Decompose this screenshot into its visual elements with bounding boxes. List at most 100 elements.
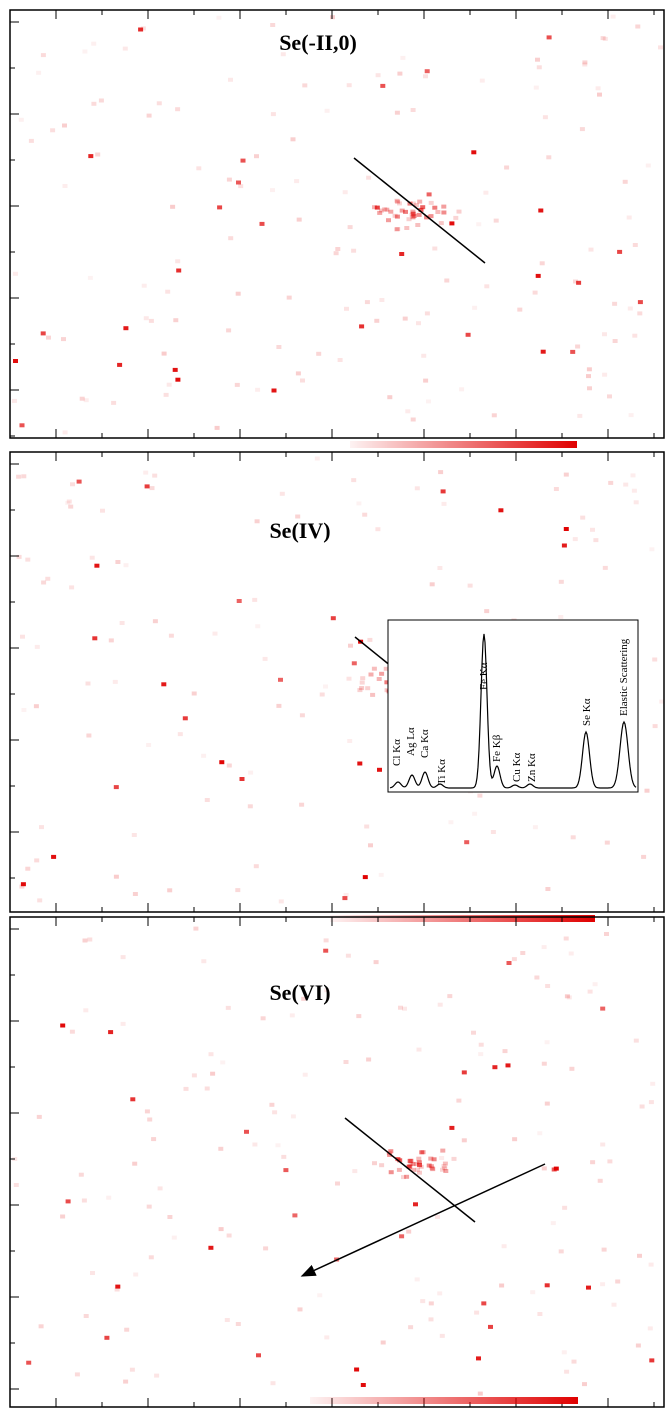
pixel xyxy=(414,1277,420,1282)
color-scale xyxy=(330,915,595,922)
pixel xyxy=(408,1162,414,1167)
pixel xyxy=(491,413,497,418)
pixel xyxy=(140,26,146,31)
pixel xyxy=(428,1301,434,1306)
pixel xyxy=(359,324,365,329)
pixel xyxy=(379,208,384,213)
pixel xyxy=(388,1170,394,1175)
pixel xyxy=(275,1143,281,1148)
pixel xyxy=(296,217,302,222)
pointer-arrow xyxy=(300,1163,546,1277)
pixel xyxy=(368,672,374,677)
peak-label: Se Kα xyxy=(581,698,593,726)
pixel xyxy=(148,1255,154,1260)
pixel xyxy=(120,1021,126,1026)
pixel xyxy=(474,1310,480,1315)
pixel xyxy=(154,1373,160,1378)
pixel xyxy=(123,326,129,331)
pixel xyxy=(314,456,320,461)
pixel xyxy=(323,938,329,943)
pixel xyxy=(403,209,408,214)
pixel xyxy=(652,724,658,729)
pixel xyxy=(626,215,632,220)
pixel xyxy=(234,382,240,387)
pixel xyxy=(635,24,641,29)
pixel xyxy=(399,1234,405,1239)
pixel xyxy=(561,1350,567,1355)
pixel xyxy=(416,1156,422,1161)
pixel xyxy=(86,733,92,738)
pixel xyxy=(443,1169,449,1173)
pixel xyxy=(414,486,420,491)
pixel xyxy=(157,1186,163,1191)
pixel xyxy=(537,1131,543,1136)
pixel xyxy=(564,1369,570,1374)
pixel xyxy=(146,113,152,118)
pixel xyxy=(633,500,639,505)
pixel xyxy=(380,83,386,88)
pixel xyxy=(68,504,74,509)
pixel xyxy=(115,1284,121,1289)
pixel xyxy=(456,209,462,214)
pixel xyxy=(401,1175,406,1180)
pixel xyxy=(39,825,44,830)
pixel xyxy=(51,854,57,859)
pixel xyxy=(592,982,598,987)
pixel xyxy=(602,565,608,570)
pixel xyxy=(270,188,275,193)
pixel xyxy=(167,888,173,893)
pixel xyxy=(143,316,149,321)
peak-label: Zn Kα xyxy=(526,753,538,782)
pixel xyxy=(383,666,389,671)
pixel xyxy=(602,332,607,337)
pixel xyxy=(410,215,416,220)
peak-label: Ca Kα xyxy=(419,729,431,758)
panel-label: Se(IV) xyxy=(269,518,330,543)
pixel xyxy=(498,508,504,513)
pixel xyxy=(395,227,401,231)
pixel xyxy=(176,268,182,273)
pixel xyxy=(426,192,432,197)
pixel xyxy=(88,154,94,159)
pixel xyxy=(26,1360,32,1365)
pixel xyxy=(317,1293,323,1298)
pixel xyxy=(488,1324,493,1329)
pixel xyxy=(571,1359,577,1364)
pixel xyxy=(386,218,391,223)
pixel xyxy=(402,316,408,321)
pixel xyxy=(586,374,591,379)
pixel xyxy=(512,1137,518,1142)
pixel xyxy=(220,1060,226,1065)
pixel xyxy=(224,1318,230,1322)
pixel xyxy=(62,430,68,435)
pixel xyxy=(532,290,538,295)
pixel xyxy=(143,470,149,475)
pixel xyxy=(111,400,117,405)
pixel xyxy=(69,585,75,590)
pixel xyxy=(541,945,547,950)
pixel xyxy=(79,396,85,401)
pixel xyxy=(20,882,26,887)
pixel xyxy=(281,1154,287,1159)
pixel xyxy=(226,328,232,333)
pixel xyxy=(481,1301,487,1306)
pixel xyxy=(283,1168,289,1173)
pixel xyxy=(330,616,336,621)
pixel xyxy=(431,1157,437,1162)
pixel xyxy=(637,300,643,305)
pixel xyxy=(409,212,415,217)
pixel xyxy=(34,858,40,863)
pixel xyxy=(611,1302,617,1307)
pixel xyxy=(499,1283,505,1288)
pixel xyxy=(175,107,181,112)
pixel xyxy=(354,1367,360,1372)
pixel xyxy=(537,1312,543,1316)
pixel xyxy=(600,1142,606,1147)
pixel xyxy=(262,656,268,661)
pixel xyxy=(359,680,365,685)
pixel xyxy=(21,708,27,712)
pixel xyxy=(430,1167,436,1172)
pixel xyxy=(25,866,31,871)
pixel xyxy=(476,1356,481,1361)
pixel xyxy=(210,1071,216,1076)
